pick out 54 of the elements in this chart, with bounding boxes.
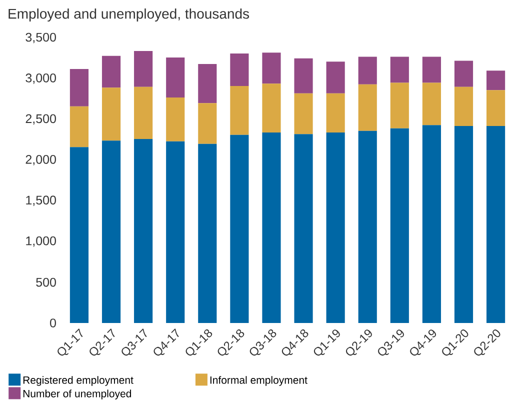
bar [198, 103, 217, 144]
y-tick-label: 500 [36, 278, 56, 287]
chart-title: Employed and unemployed, thousands [8, 8, 250, 22]
bar [134, 51, 153, 87]
legend-label: Informal employment [210, 376, 308, 386]
bar [390, 56, 409, 83]
bar [262, 132, 281, 323]
bar [134, 138, 153, 323]
bar [454, 86, 474, 126]
bar [70, 147, 89, 323]
bar [102, 88, 121, 141]
bar [262, 84, 281, 132]
legend-label: Number of unemployed [23, 390, 132, 400]
y-tick-label: 2,500 [26, 114, 56, 125]
bar [358, 84, 377, 131]
bar [230, 86, 249, 135]
bar [230, 53, 249, 86]
bar [294, 93, 313, 134]
bar [294, 134, 313, 323]
bar [486, 90, 506, 126]
bar [70, 68, 89, 106]
y-tick-label: 2,000 [26, 154, 56, 166]
bar [422, 56, 441, 83]
bar [486, 126, 506, 323]
bar [294, 58, 313, 94]
bar [390, 82, 409, 128]
bar [230, 134, 249, 323]
bar [454, 126, 474, 323]
bar [198, 64, 217, 104]
y-tick-label: 1,000 [26, 236, 56, 247]
bar [326, 93, 345, 132]
bar [198, 144, 217, 323]
legend-label: Registered employment [23, 376, 134, 386]
bar [390, 128, 409, 323]
y-tick-label: 1,500 [26, 196, 56, 206]
bar [422, 125, 441, 323]
bar [134, 86, 153, 139]
bar [326, 132, 345, 323]
bar [262, 52, 281, 84]
bar [70, 106, 89, 148]
y-tick-label: 3,500 [26, 32, 56, 44]
bar [358, 56, 377, 84]
bar [102, 140, 121, 323]
bar [166, 58, 185, 98]
bar [358, 130, 377, 323]
bar [166, 141, 185, 323]
bar [326, 62, 345, 94]
y-tick-label: 0 [50, 318, 56, 328]
bar [486, 70, 506, 90]
bar [422, 82, 441, 126]
bar [454, 60, 474, 87]
y-tick-label: 3,000 [26, 74, 56, 84]
bar [166, 97, 185, 142]
bar [102, 56, 121, 88]
